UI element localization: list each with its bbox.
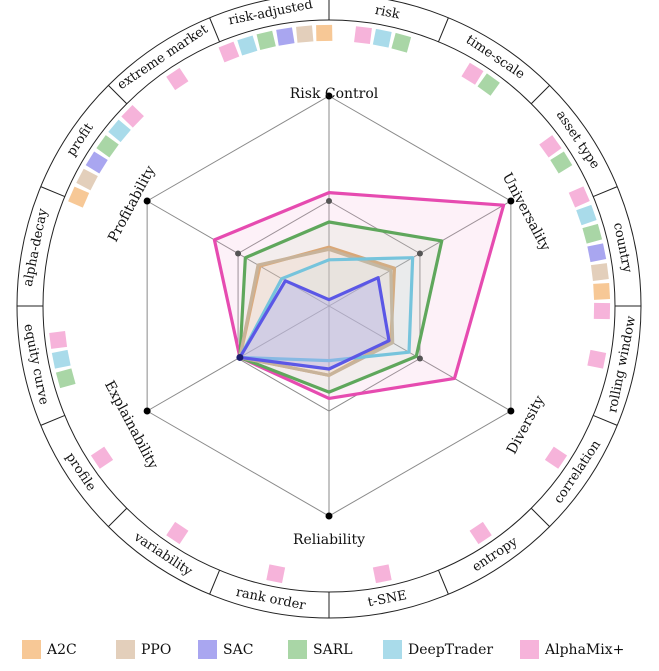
grid-mid-dot <box>326 198 332 204</box>
ring-marker-sac <box>276 27 295 46</box>
ring-marker-alphamix <box>90 446 114 469</box>
ring-marker-alphamix <box>266 564 286 584</box>
ring-marker-alphamix <box>372 564 392 584</box>
ring-divider <box>40 414 65 426</box>
ring-marker-a2c <box>68 186 90 208</box>
ring-label-risk-adjusted: risk-adjusted <box>227 0 314 28</box>
ring-label-profit: profit <box>64 120 97 159</box>
legend-swatch-sac <box>198 640 217 659</box>
ring-marker-a2c <box>316 24 333 42</box>
ring-label-rank-order: rank order <box>235 585 308 614</box>
ring-divider <box>209 570 221 595</box>
ring-divider <box>530 507 550 527</box>
ring-marker-alphamix <box>587 349 607 369</box>
ring-marker-sarl <box>55 368 76 389</box>
legend-swatch-a2c <box>22 640 41 659</box>
ring-marker-alphamix <box>469 521 492 545</box>
ring-marker-sarl <box>550 151 573 174</box>
ring-label-alpha-decay: alpha-decay <box>21 207 51 288</box>
legend-swatch-deeptrader <box>383 640 402 659</box>
legend-label-sarl: SARL <box>313 642 353 658</box>
ring-marker-alphamix <box>121 105 144 128</box>
ring-label-extreme-market: extreme market <box>115 21 212 92</box>
axis-end-dot <box>507 407 515 415</box>
ring-marker-alphamix <box>49 331 68 349</box>
ring-divider <box>108 507 128 527</box>
legend-label-ppo: PPO <box>141 642 171 658</box>
grid-mid-dot <box>416 250 423 257</box>
explainability-point <box>236 353 244 361</box>
legend-swatch-ppo <box>116 640 135 659</box>
axis-end-dot <box>143 407 151 415</box>
ring-marker-deeptrader <box>237 35 258 56</box>
axis-label-reliability: Reliability <box>293 532 365 548</box>
ring-marker-sarl <box>477 73 500 96</box>
legend-label-sac: SAC <box>223 642 253 658</box>
grid-mid-dot <box>416 355 423 362</box>
ring-divider <box>437 17 449 42</box>
series-sac <box>238 276 391 371</box>
ring-marker-sarl <box>391 32 412 53</box>
axis-label-risk-control: Risk Control <box>290 86 379 102</box>
ring-marker-alphamix <box>166 521 189 545</box>
axis-label-profitability: Profitability <box>105 163 159 245</box>
ring-divider <box>593 186 618 198</box>
ring-divider <box>530 85 550 105</box>
ring-divider <box>40 186 65 198</box>
ring-divider <box>593 414 618 426</box>
ring-marker-alphamix <box>218 41 240 63</box>
series-sarl <box>238 220 444 394</box>
ring-marker-deeptrader <box>576 204 597 226</box>
ring-marker-alphamix <box>539 135 562 158</box>
ring-marker-deeptrader <box>372 28 392 48</box>
axis-end-dot <box>325 512 333 520</box>
ring-label-rolling-window: rolling window <box>605 315 639 414</box>
axis-label-universality: Universality <box>499 170 554 254</box>
legend: A2C PPO SAC SARL DeepTrader AlphaMix+ <box>22 640 624 659</box>
ring-marker-alphamix <box>166 67 189 91</box>
legend-swatch-alphamix <box>520 640 539 659</box>
ring-label-risk: risk <box>374 3 401 23</box>
series-layer <box>212 191 506 400</box>
ring-marker-sarl <box>582 223 603 244</box>
ring-marker-a2c <box>593 283 611 300</box>
ring-marker-alphamix <box>544 446 568 469</box>
ring-label-equity-curve: equity curve <box>20 323 51 407</box>
ring-marker-sarl <box>96 135 119 158</box>
series-alphamix <box>212 191 506 400</box>
axis-end-dot <box>507 197 515 205</box>
legend-label-alphamix: AlphaMix+ <box>544 642 624 658</box>
ring-marker-ppo <box>590 263 609 281</box>
legend-swatch-sarl <box>288 640 307 659</box>
ring-marker-alphamix <box>568 186 590 208</box>
axis-end-dot <box>143 197 151 205</box>
ring-label-t-sne: t-SNE <box>367 588 409 610</box>
grid-mid-dot <box>235 250 242 257</box>
ring-marker-deeptrader <box>51 349 71 369</box>
series-ppo <box>238 247 395 377</box>
ring-marker-alphamix <box>593 302 611 320</box>
ring-marker-ppo <box>76 168 98 191</box>
ring-divider <box>209 17 221 42</box>
ring-divider <box>437 570 449 595</box>
legend-label-a2c: A2C <box>46 642 77 658</box>
ring-marker-ppo <box>296 25 314 43</box>
ring-marker-alphamix <box>354 26 372 45</box>
ring-marker-alphamix <box>461 62 484 85</box>
ring-marker-sac <box>85 151 108 174</box>
ring-marker-sarl <box>256 30 276 50</box>
legend-label-deeptrader: DeepTrader <box>408 642 493 658</box>
ring-divider <box>108 85 128 105</box>
ring-marker-sac <box>587 243 607 263</box>
ring-marker-deeptrader <box>108 119 131 143</box>
axis-end-dot <box>325 92 333 100</box>
